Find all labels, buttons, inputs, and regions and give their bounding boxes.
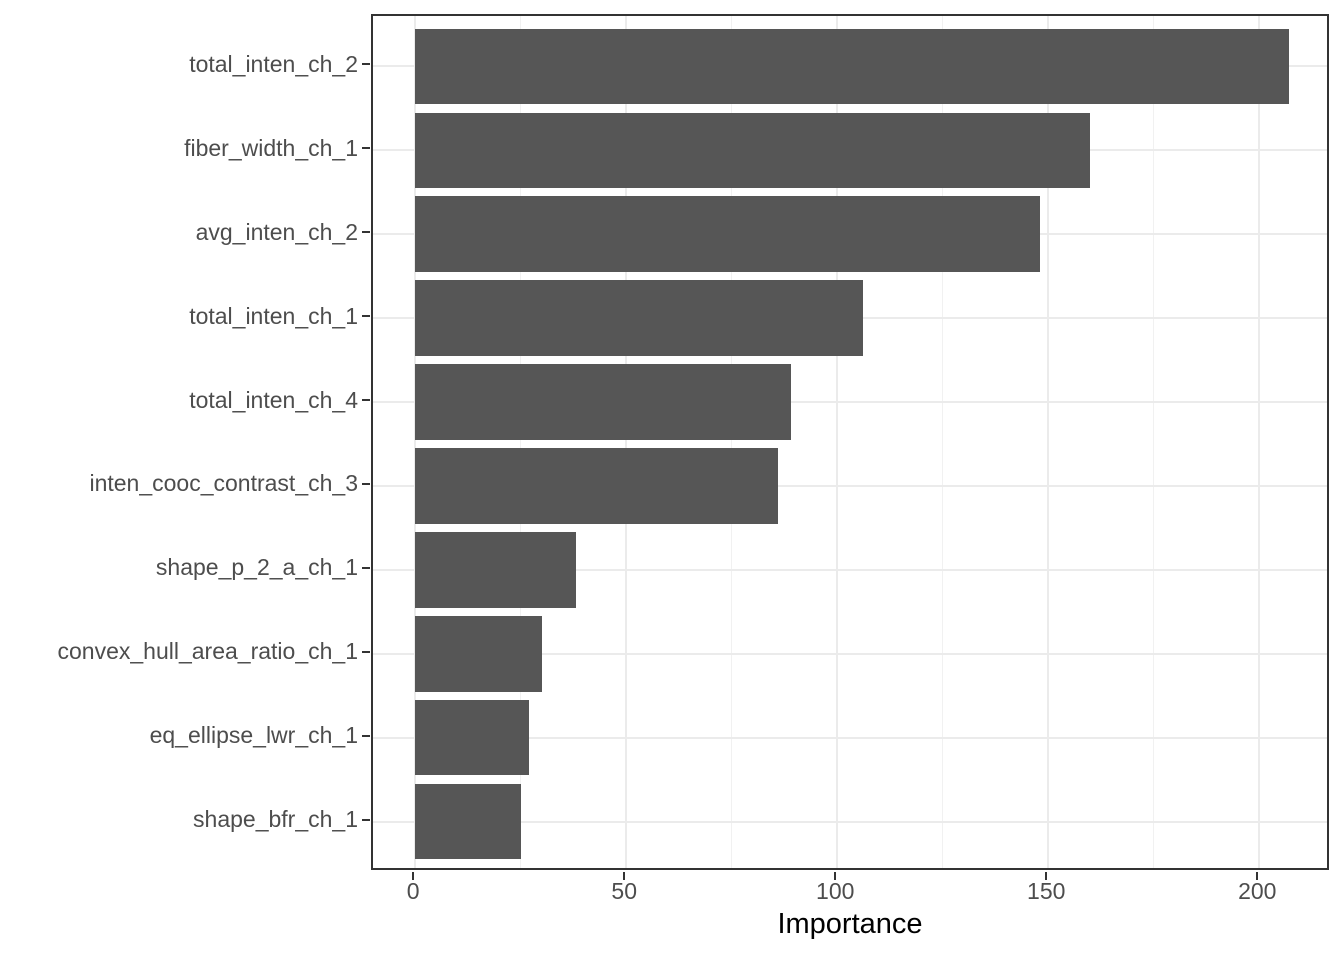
- major-gridline: [414, 16, 417, 868]
- major-gridline: [373, 568, 1327, 571]
- major-gridline: [373, 736, 1327, 739]
- x-tick-mark: [834, 872, 837, 880]
- x-tick-label: 0: [406, 878, 420, 904]
- y-axis-label: inten_cooc_contrast_ch_3: [89, 470, 358, 497]
- major-gridline: [625, 16, 628, 868]
- y-axis-label: avg_inten_ch_2: [195, 218, 358, 245]
- importance-bar: [415, 112, 1091, 189]
- y-axis-label: shape_p_2_a_ch_1: [155, 554, 358, 581]
- importance-bar: [415, 616, 542, 692]
- x-axis-title: Importance: [777, 908, 923, 940]
- importance-bar: [415, 448, 779, 524]
- major-gridline: [373, 820, 1327, 823]
- y-tick-mark: [362, 231, 370, 234]
- major-gridline: [1047, 16, 1050, 868]
- importance-bar: [415, 783, 521, 860]
- importance-bar: [415, 364, 791, 440]
- minor-gridline: [731, 16, 733, 868]
- y-axis-label: total_inten_ch_2: [189, 50, 358, 77]
- y-tick-mark: [362, 566, 370, 569]
- y-tick-mark: [362, 399, 370, 402]
- y-axis-label: shape_bfr_ch_1: [193, 806, 358, 833]
- y-axis-label: total_inten_ch_4: [189, 386, 358, 413]
- y-tick-mark: [362, 818, 370, 821]
- y-axis-label: fiber_width_ch_1: [184, 134, 358, 161]
- major-gridline: [373, 652, 1327, 655]
- y-tick-mark: [362, 734, 370, 737]
- major-gridline: [836, 16, 839, 868]
- y-axis-label: convex_hull_area_ratio_ch_1: [57, 638, 359, 665]
- minor-gridline: [942, 16, 944, 868]
- importance-bar: [415, 28, 1289, 105]
- y-tick-mark: [362, 63, 370, 66]
- major-gridline: [373, 401, 1327, 404]
- minor-gridline: [520, 16, 522, 868]
- x-tick-label: 50: [611, 878, 637, 904]
- x-tick-label: 100: [816, 878, 855, 904]
- major-gridline: [1258, 16, 1261, 868]
- importance-bar: [415, 196, 1040, 272]
- importance-bar: [415, 280, 863, 356]
- major-gridline: [373, 484, 1327, 487]
- minor-gridline: [1153, 16, 1155, 868]
- plot-panel: [371, 14, 1329, 870]
- x-tick-label: 200: [1238, 878, 1277, 904]
- y-tick-mark: [362, 147, 370, 150]
- y-axis-label: total_inten_ch_1: [189, 302, 358, 329]
- importance-bar: [415, 699, 530, 776]
- y-tick-mark: [362, 315, 370, 318]
- x-tick-mark: [623, 872, 626, 880]
- x-tick-mark: [1045, 872, 1048, 880]
- y-tick-mark: [362, 482, 370, 485]
- x-tick-label: 150: [1027, 878, 1066, 904]
- x-tick-mark: [412, 872, 415, 880]
- importance-bar: [415, 532, 576, 608]
- y-axis-label: eq_ellipse_lwr_ch_1: [149, 722, 358, 749]
- y-tick-mark: [362, 650, 370, 653]
- x-tick-mark: [1256, 872, 1259, 880]
